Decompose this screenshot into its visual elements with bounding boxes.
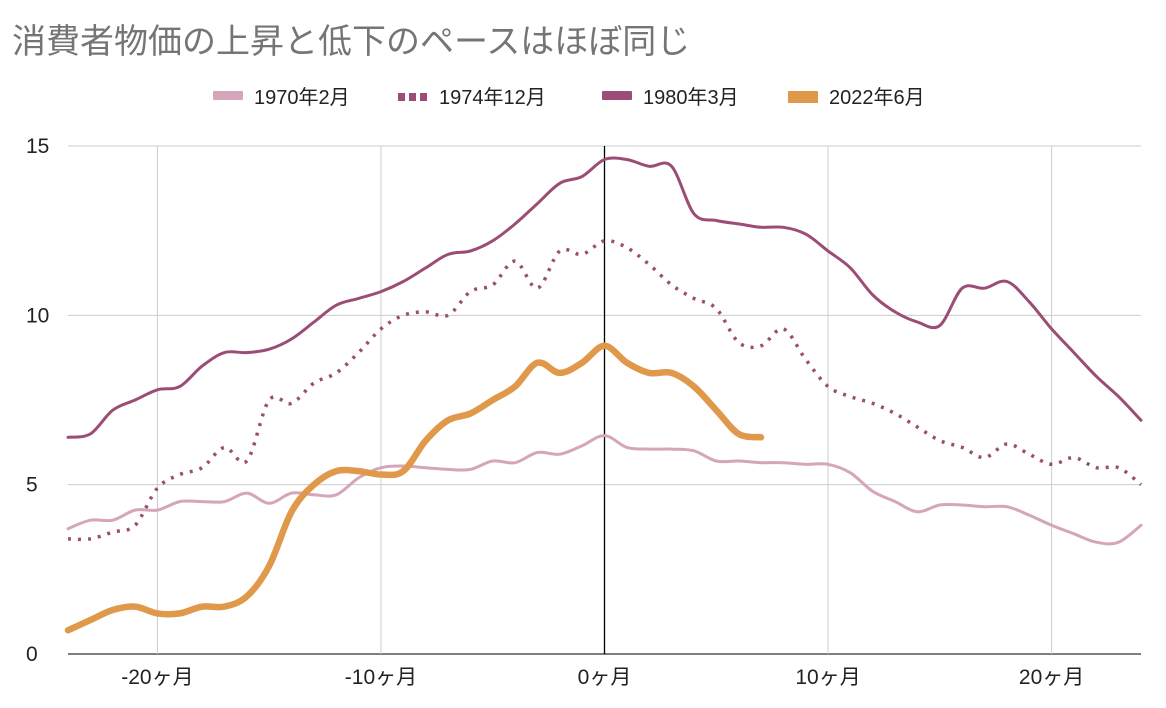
y-tick-label: 0 xyxy=(26,643,38,666)
legend-swatch xyxy=(409,93,416,101)
legend-label: 1970年2月 xyxy=(254,86,350,109)
series-20226-line xyxy=(64,342,765,634)
legend-swatch xyxy=(602,91,632,100)
x-tick-label: -10ヶ月 xyxy=(345,666,417,689)
legend-item-19702: 1970年2月 xyxy=(213,86,350,109)
legend-item-19803: 1980年3月 xyxy=(602,86,739,109)
legend-label: 1980年3月 xyxy=(643,86,739,109)
legend-item-20226: 2022年6月 xyxy=(788,86,925,109)
legend: 1970年2月 1974年12月 1980年3月 2022年6月 xyxy=(213,86,925,109)
legend-label: 2022年6月 xyxy=(829,86,925,109)
legend-swatch xyxy=(788,91,818,103)
series-197412-line xyxy=(67,238,1143,542)
x-tick-label: 20ヶ月 xyxy=(1019,666,1084,689)
legend-swatch xyxy=(420,93,427,101)
series-19702-line xyxy=(66,434,1143,546)
y-tick-label: 5 xyxy=(26,474,38,497)
axis-labels: 0 5 10 15 -20ヶ月 -10ヶ月 0ヶ月 10ヶ月 20ヶ月 xyxy=(26,135,1084,689)
legend-item-197412: 1974年12月 xyxy=(398,86,546,109)
chart-title: 消費者物価の上昇と低下のペースはほぼ同じ xyxy=(12,22,691,62)
x-tick-label: 0ヶ月 xyxy=(578,666,632,689)
series-layer xyxy=(64,156,1143,634)
gridlines xyxy=(68,145,1141,655)
legend-label: 1974年12月 xyxy=(439,86,546,109)
x-tick-label: 10ヶ月 xyxy=(795,666,860,689)
y-tick-label: 15 xyxy=(26,135,49,158)
legend-swatch xyxy=(213,91,243,100)
x-tick-label: -20ヶ月 xyxy=(121,666,193,689)
series-19803-line xyxy=(66,156,1143,439)
legend-swatch xyxy=(398,93,405,101)
y-tick-label: 10 xyxy=(26,304,49,327)
